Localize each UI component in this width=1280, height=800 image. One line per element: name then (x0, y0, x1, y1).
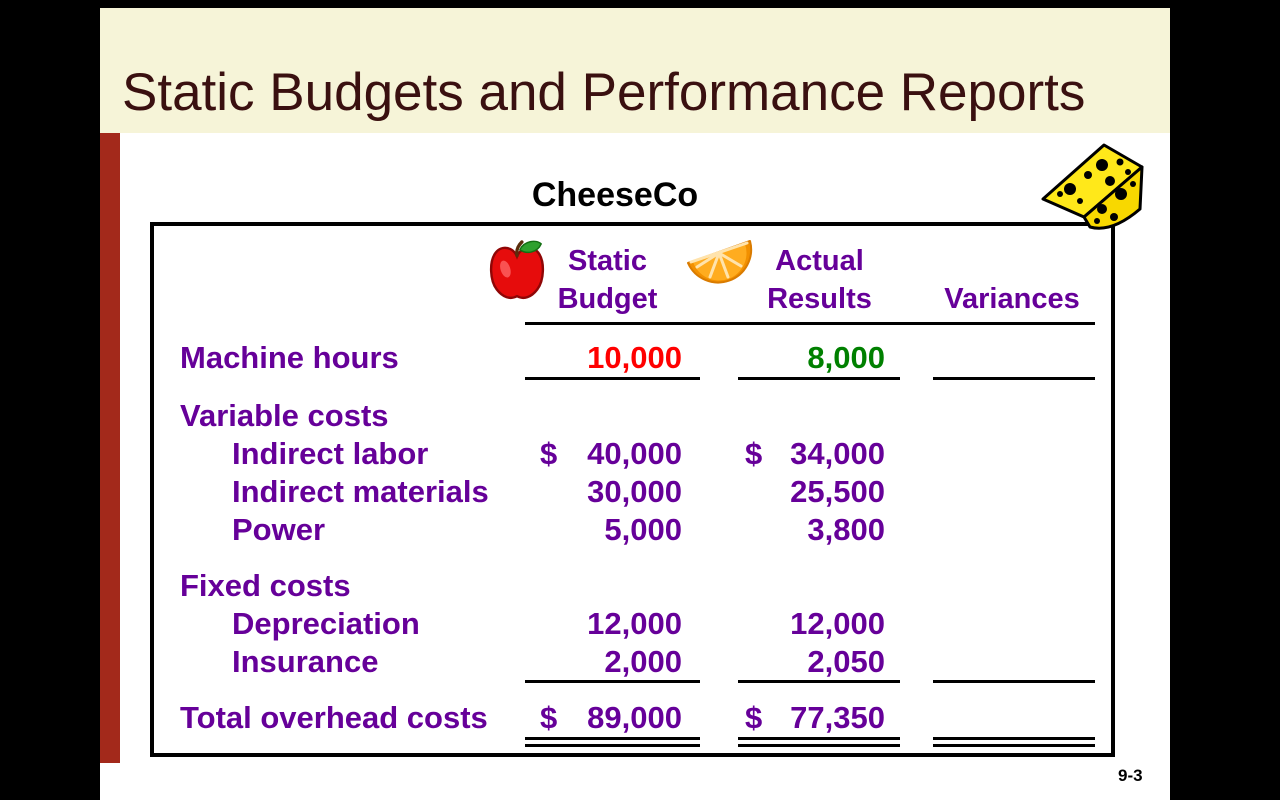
apple-icon (489, 240, 545, 300)
variance-col-underline (933, 377, 1095, 380)
header-budget: Budget (557, 283, 658, 315)
variance-subtotal-underline (933, 680, 1095, 683)
amount: 89,000 (587, 700, 682, 735)
power-actual-value: 3,800 (807, 512, 885, 547)
header-actual: Actual (775, 245, 864, 277)
total-budget-value: $ 89,000 (540, 700, 682, 736)
orange-slice-icon (687, 240, 753, 284)
slide-page-number: 9-3 (1118, 766, 1143, 785)
budget-subtotal-underline (525, 680, 700, 683)
header-variances: Variances (944, 283, 1080, 315)
budget-col-underline (525, 377, 700, 380)
section-label-variable-costs: Variable costs (180, 398, 389, 433)
row-label-machine-hours: Machine hours (180, 340, 399, 375)
budget-table-frame (150, 222, 1115, 757)
header-results: Results (767, 283, 872, 315)
dollar-sign: $ (745, 700, 763, 735)
cheese-wedge-icon (1041, 143, 1144, 230)
indirect-labor-budget-value: $ 40,000 (540, 436, 682, 472)
insurance-actual-value: 2,050 (807, 644, 885, 679)
dollar-sign: $ (745, 436, 763, 471)
dollar-sign: $ (540, 700, 558, 735)
amount: 40,000 (587, 436, 682, 471)
row-label-power: Power (232, 512, 326, 547)
row-label-total-overhead-costs: Total overhead costs (180, 700, 488, 735)
indirect-materials-actual-value: 25,500 (790, 474, 885, 509)
power-budget-value: 5,000 (604, 512, 682, 547)
header-underline (525, 322, 1095, 325)
total-actual-value: $ 77,350 (745, 700, 885, 736)
section-label-fixed-costs: Fixed costs (180, 568, 351, 603)
amount: 34,000 (790, 436, 885, 471)
insurance-budget-value: 2,000 (604, 644, 682, 679)
actual-total-double-underline (738, 737, 900, 747)
indirect-labor-actual-value: $ 34,000 (745, 436, 885, 472)
indirect-materials-budget-value: 30,000 (587, 474, 682, 509)
company-name: CheeseCo (531, 176, 699, 214)
accent-bar (100, 133, 120, 763)
title-band (100, 8, 1170, 133)
header-static: Static (568, 245, 647, 277)
machine-hours-budget-value: 10,000 (587, 340, 682, 375)
budget-total-double-underline (525, 737, 700, 747)
depreciation-actual-value: 12,000 (790, 606, 885, 641)
depreciation-budget-value: 12,000 (587, 606, 682, 641)
row-label-depreciation: Depreciation (232, 606, 420, 641)
amount: 77,350 (790, 700, 885, 735)
machine-hours-actual-value: 8,000 (807, 340, 885, 375)
actual-subtotal-underline (738, 680, 900, 683)
row-label-indirect-materials: Indirect materials (232, 474, 489, 509)
dollar-sign: $ (540, 436, 558, 471)
actual-col-underline (738, 377, 900, 380)
variance-total-double-underline (933, 737, 1095, 747)
page-title: Static Budgets and Performance Reports (122, 63, 1086, 122)
row-label-indirect-labor: Indirect labor (232, 436, 429, 471)
row-label-insurance: Insurance (232, 644, 379, 679)
